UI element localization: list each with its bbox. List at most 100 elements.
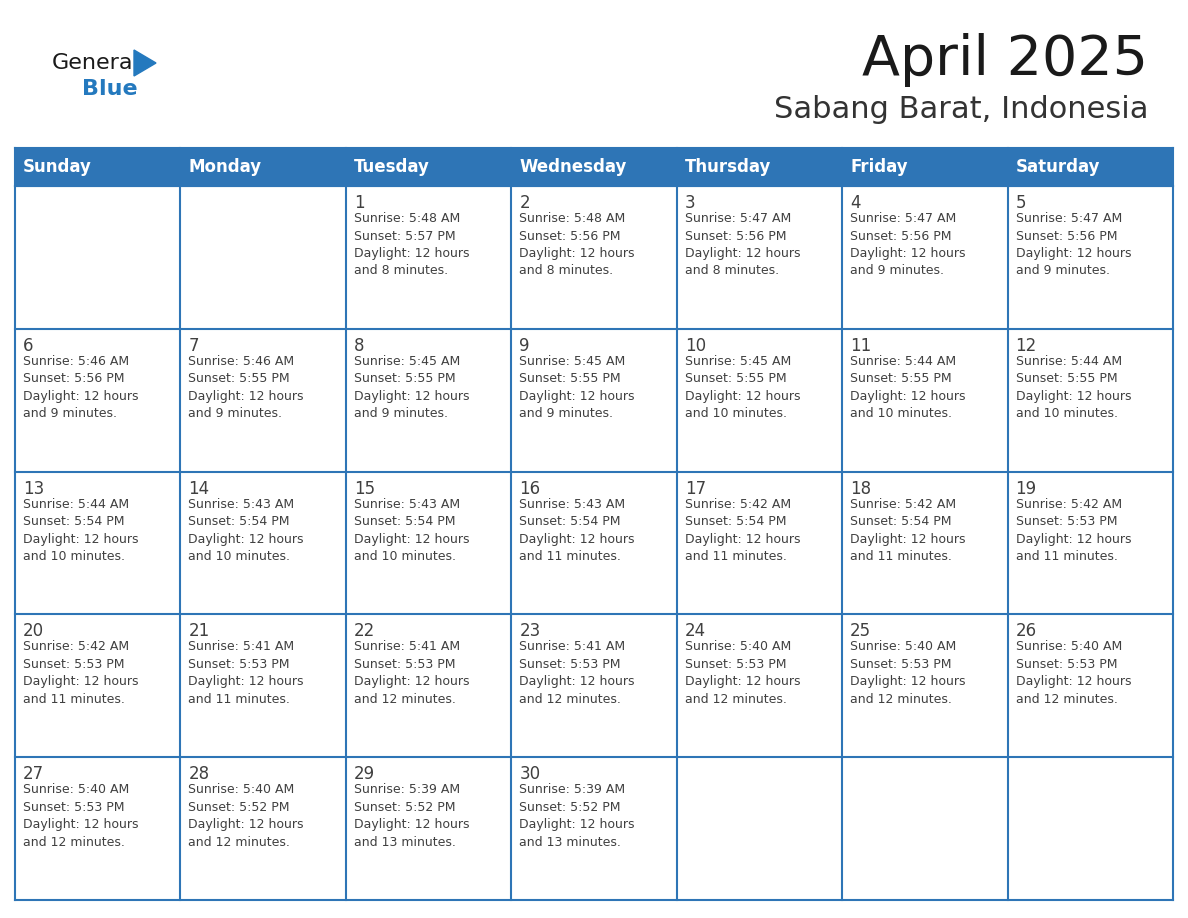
Text: 11: 11 — [851, 337, 871, 354]
Bar — [842, 329, 1007, 472]
Text: Sunrise: 5:43 AM
Sunset: 5:54 PM
Daylight: 12 hours
and 11 minutes.: Sunrise: 5:43 AM Sunset: 5:54 PM Dayligh… — [519, 498, 634, 563]
Bar — [677, 472, 842, 614]
Text: 28: 28 — [189, 766, 209, 783]
Bar — [511, 757, 677, 900]
Text: Sunrise: 5:44 AM
Sunset: 5:55 PM
Daylight: 12 hours
and 10 minutes.: Sunrise: 5:44 AM Sunset: 5:55 PM Dayligh… — [1016, 354, 1131, 420]
Bar — [181, 329, 346, 472]
Text: Sunrise: 5:41 AM
Sunset: 5:53 PM
Daylight: 12 hours
and 12 minutes.: Sunrise: 5:41 AM Sunset: 5:53 PM Dayligh… — [354, 641, 469, 706]
Bar — [677, 614, 842, 757]
Bar — [677, 757, 842, 900]
Text: 29: 29 — [354, 766, 375, 783]
Text: Sunrise: 5:44 AM
Sunset: 5:54 PM
Daylight: 12 hours
and 10 minutes.: Sunrise: 5:44 AM Sunset: 5:54 PM Dayligh… — [23, 498, 139, 563]
Text: 5: 5 — [1016, 194, 1026, 212]
Text: Sunrise: 5:40 AM
Sunset: 5:53 PM
Daylight: 12 hours
and 12 minutes.: Sunrise: 5:40 AM Sunset: 5:53 PM Dayligh… — [23, 783, 139, 849]
Text: 26: 26 — [1016, 622, 1037, 641]
Bar — [15, 329, 181, 472]
Bar — [15, 614, 181, 757]
Bar — [1007, 614, 1173, 757]
Text: Tuesday: Tuesday — [354, 158, 430, 176]
Bar — [15, 757, 181, 900]
Text: 3: 3 — [684, 194, 695, 212]
Bar — [511, 329, 677, 472]
Bar — [1007, 757, 1173, 900]
Text: Sunrise: 5:45 AM
Sunset: 5:55 PM
Daylight: 12 hours
and 9 minutes.: Sunrise: 5:45 AM Sunset: 5:55 PM Dayligh… — [354, 354, 469, 420]
Text: Sunrise: 5:46 AM
Sunset: 5:56 PM
Daylight: 12 hours
and 9 minutes.: Sunrise: 5:46 AM Sunset: 5:56 PM Dayligh… — [23, 354, 139, 420]
Bar — [181, 472, 346, 614]
Text: Sunrise: 5:42 AM
Sunset: 5:53 PM
Daylight: 12 hours
and 11 minutes.: Sunrise: 5:42 AM Sunset: 5:53 PM Dayligh… — [1016, 498, 1131, 563]
Text: Blue: Blue — [82, 79, 138, 99]
Bar — [1007, 472, 1173, 614]
Bar — [15, 186, 181, 329]
Bar — [842, 614, 1007, 757]
Text: 13: 13 — [23, 479, 44, 498]
Text: Sunrise: 5:47 AM
Sunset: 5:56 PM
Daylight: 12 hours
and 9 minutes.: Sunrise: 5:47 AM Sunset: 5:56 PM Dayligh… — [1016, 212, 1131, 277]
Bar — [842, 186, 1007, 329]
Text: Sunrise: 5:42 AM
Sunset: 5:54 PM
Daylight: 12 hours
and 11 minutes.: Sunrise: 5:42 AM Sunset: 5:54 PM Dayligh… — [684, 498, 801, 563]
Text: Monday: Monday — [189, 158, 261, 176]
Bar — [346, 472, 511, 614]
Text: 10: 10 — [684, 337, 706, 354]
Text: April 2025: April 2025 — [862, 33, 1148, 87]
Text: Sunrise: 5:41 AM
Sunset: 5:53 PM
Daylight: 12 hours
and 11 minutes.: Sunrise: 5:41 AM Sunset: 5:53 PM Dayligh… — [189, 641, 304, 706]
Text: Sunrise: 5:41 AM
Sunset: 5:53 PM
Daylight: 12 hours
and 12 minutes.: Sunrise: 5:41 AM Sunset: 5:53 PM Dayligh… — [519, 641, 634, 706]
Bar — [511, 186, 677, 329]
Text: Sunday: Sunday — [23, 158, 91, 176]
Text: 23: 23 — [519, 622, 541, 641]
Text: Friday: Friday — [851, 158, 908, 176]
Text: 2: 2 — [519, 194, 530, 212]
Text: Sunrise: 5:40 AM
Sunset: 5:53 PM
Daylight: 12 hours
and 12 minutes.: Sunrise: 5:40 AM Sunset: 5:53 PM Dayligh… — [1016, 641, 1131, 706]
Text: 14: 14 — [189, 479, 209, 498]
Bar — [842, 472, 1007, 614]
Text: 1: 1 — [354, 194, 365, 212]
Text: Sunrise: 5:40 AM
Sunset: 5:53 PM
Daylight: 12 hours
and 12 minutes.: Sunrise: 5:40 AM Sunset: 5:53 PM Dayligh… — [851, 641, 966, 706]
Text: 16: 16 — [519, 479, 541, 498]
Text: 15: 15 — [354, 479, 375, 498]
Text: 24: 24 — [684, 622, 706, 641]
Bar — [15, 148, 1173, 186]
Bar — [346, 757, 511, 900]
Text: Sunrise: 5:42 AM
Sunset: 5:53 PM
Daylight: 12 hours
and 11 minutes.: Sunrise: 5:42 AM Sunset: 5:53 PM Dayligh… — [23, 641, 139, 706]
Text: Wednesday: Wednesday — [519, 158, 626, 176]
Bar — [842, 757, 1007, 900]
Text: Sunrise: 5:44 AM
Sunset: 5:55 PM
Daylight: 12 hours
and 10 minutes.: Sunrise: 5:44 AM Sunset: 5:55 PM Dayligh… — [851, 354, 966, 420]
Text: 22: 22 — [354, 622, 375, 641]
Text: Sunrise: 5:39 AM
Sunset: 5:52 PM
Daylight: 12 hours
and 13 minutes.: Sunrise: 5:39 AM Sunset: 5:52 PM Dayligh… — [519, 783, 634, 849]
Text: 17: 17 — [684, 479, 706, 498]
Bar — [511, 472, 677, 614]
Text: Sunrise: 5:47 AM
Sunset: 5:56 PM
Daylight: 12 hours
and 8 minutes.: Sunrise: 5:47 AM Sunset: 5:56 PM Dayligh… — [684, 212, 801, 277]
Text: Thursday: Thursday — [684, 158, 771, 176]
Bar — [181, 614, 346, 757]
Text: 30: 30 — [519, 766, 541, 783]
Text: 6: 6 — [23, 337, 33, 354]
Text: Sunrise: 5:40 AM
Sunset: 5:53 PM
Daylight: 12 hours
and 12 minutes.: Sunrise: 5:40 AM Sunset: 5:53 PM Dayligh… — [684, 641, 801, 706]
Bar — [677, 329, 842, 472]
Text: 7: 7 — [189, 337, 198, 354]
Bar — [511, 614, 677, 757]
Text: 8: 8 — [354, 337, 365, 354]
Bar — [181, 186, 346, 329]
Bar — [346, 329, 511, 472]
Text: Sunrise: 5:43 AM
Sunset: 5:54 PM
Daylight: 12 hours
and 10 minutes.: Sunrise: 5:43 AM Sunset: 5:54 PM Dayligh… — [354, 498, 469, 563]
Text: Sunrise: 5:48 AM
Sunset: 5:56 PM
Daylight: 12 hours
and 8 minutes.: Sunrise: 5:48 AM Sunset: 5:56 PM Dayligh… — [519, 212, 634, 277]
Bar — [346, 614, 511, 757]
Bar — [346, 186, 511, 329]
Bar — [181, 757, 346, 900]
Text: Sunrise: 5:45 AM
Sunset: 5:55 PM
Daylight: 12 hours
and 10 minutes.: Sunrise: 5:45 AM Sunset: 5:55 PM Dayligh… — [684, 354, 801, 420]
Text: Sunrise: 5:40 AM
Sunset: 5:52 PM
Daylight: 12 hours
and 12 minutes.: Sunrise: 5:40 AM Sunset: 5:52 PM Dayligh… — [189, 783, 304, 849]
Text: 25: 25 — [851, 622, 871, 641]
Text: Sunrise: 5:47 AM
Sunset: 5:56 PM
Daylight: 12 hours
and 9 minutes.: Sunrise: 5:47 AM Sunset: 5:56 PM Dayligh… — [851, 212, 966, 277]
Text: 12: 12 — [1016, 337, 1037, 354]
Text: 4: 4 — [851, 194, 860, 212]
Text: 18: 18 — [851, 479, 871, 498]
Bar — [1007, 186, 1173, 329]
Bar — [677, 186, 842, 329]
Text: 27: 27 — [23, 766, 44, 783]
Polygon shape — [134, 50, 156, 76]
Text: General: General — [52, 53, 140, 73]
Bar — [15, 472, 181, 614]
Text: 21: 21 — [189, 622, 209, 641]
Bar — [1007, 329, 1173, 472]
Text: Sabang Barat, Indonesia: Sabang Barat, Indonesia — [773, 95, 1148, 125]
Text: Saturday: Saturday — [1016, 158, 1100, 176]
Text: Sunrise: 5:39 AM
Sunset: 5:52 PM
Daylight: 12 hours
and 13 minutes.: Sunrise: 5:39 AM Sunset: 5:52 PM Dayligh… — [354, 783, 469, 849]
